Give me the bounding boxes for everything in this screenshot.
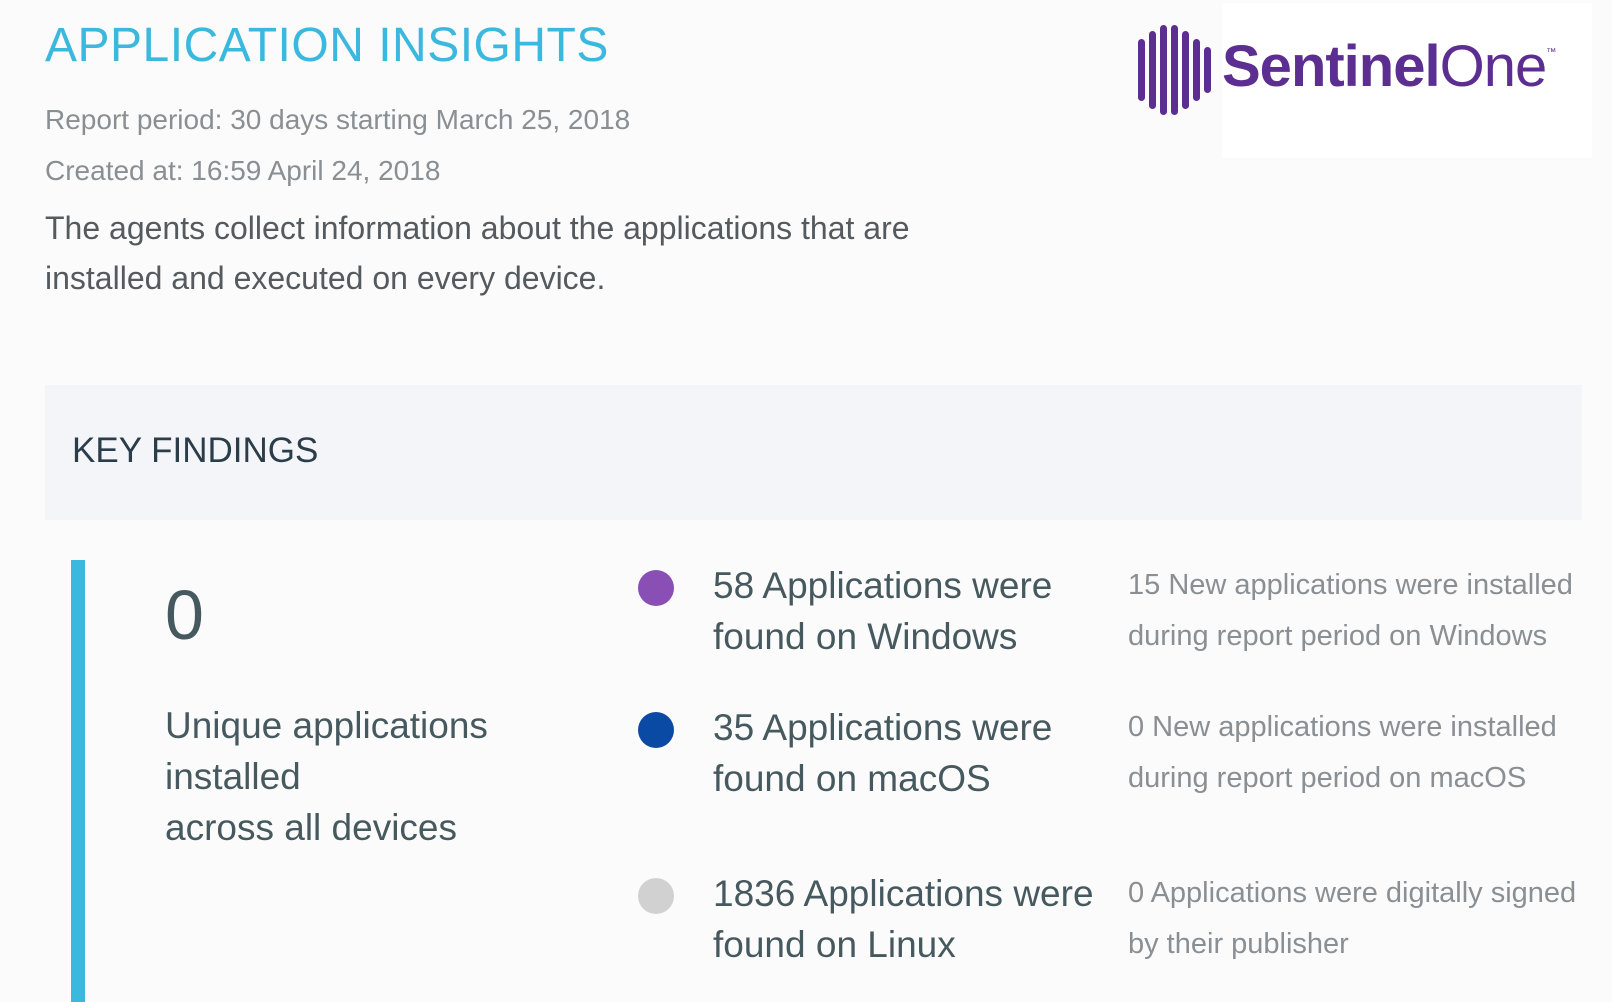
sentinelone-wordmark: SentinelOne™ bbox=[1222, 33, 1556, 100]
unique-label-line: installed bbox=[165, 756, 301, 797]
intro-text: The agents collect information about the… bbox=[45, 210, 910, 296]
finding-note-line: during report period on macOS bbox=[1128, 762, 1527, 794]
unique-label-line: Unique applications bbox=[165, 705, 488, 746]
finding-note-line: by their publisher bbox=[1128, 928, 1349, 960]
finding-note-line: 0 New applications were installed bbox=[1128, 711, 1557, 743]
finding-windows-count: 58 Applications were found on Windows bbox=[713, 560, 1113, 662]
macos-dot-icon bbox=[638, 712, 674, 748]
finding-macos-count: 35 Applications were found on macOS bbox=[713, 702, 1113, 804]
sentinelone-logo-icon bbox=[1138, 25, 1211, 115]
finding-main-line: 35 Applications were bbox=[713, 707, 1053, 748]
linux-dot-icon bbox=[638, 878, 674, 914]
unique-applications-label: Unique applications installed across all… bbox=[165, 700, 585, 853]
report-period: Report period: 30 days starting March 25… bbox=[45, 104, 631, 135]
finding-linux-note: 0 Applications were digitally signed by … bbox=[1128, 868, 1608, 970]
finding-main-line: found on macOS bbox=[713, 758, 991, 799]
windows-dot-icon bbox=[638, 570, 674, 606]
finding-linux-count: 1836 Applications were found on Linux bbox=[713, 868, 1113, 970]
finding-note-line: 0 Applications were digitally signed bbox=[1128, 877, 1577, 909]
finding-main-line: 58 Applications were bbox=[713, 565, 1053, 606]
finding-note-line: during report period on Windows bbox=[1128, 620, 1548, 652]
unique-label-line: across all devices bbox=[165, 807, 458, 848]
logo-text-light: One bbox=[1439, 34, 1548, 99]
key-findings-header: KEY FINDINGS bbox=[45, 385, 1582, 520]
finding-macos-note: 0 New applications were installed during… bbox=[1128, 702, 1608, 804]
finding-main-line: 1836 Applications were bbox=[713, 873, 1094, 914]
key-findings-accent-bar bbox=[71, 560, 85, 1002]
key-findings-title: KEY FINDINGS bbox=[72, 431, 319, 470]
finding-main-line: found on Windows bbox=[713, 616, 1018, 657]
finding-windows-note: 15 New applications were installed durin… bbox=[1128, 560, 1608, 662]
finding-main-line: found on Linux bbox=[713, 924, 956, 965]
logo-trademark: ™ bbox=[1546, 47, 1557, 58]
sentinelone-logo: SentinelOne™ bbox=[1138, 3, 1592, 158]
created-at: Created at: 16:59 April 24, 2018 bbox=[45, 155, 441, 186]
logo-text-bold: Sentinel bbox=[1222, 34, 1441, 99]
page-title: APPLICATION INSIGHTS bbox=[45, 19, 609, 72]
unique-applications-count: 0 bbox=[165, 576, 204, 654]
finding-note-line: 15 New applications were installed bbox=[1128, 569, 1573, 601]
